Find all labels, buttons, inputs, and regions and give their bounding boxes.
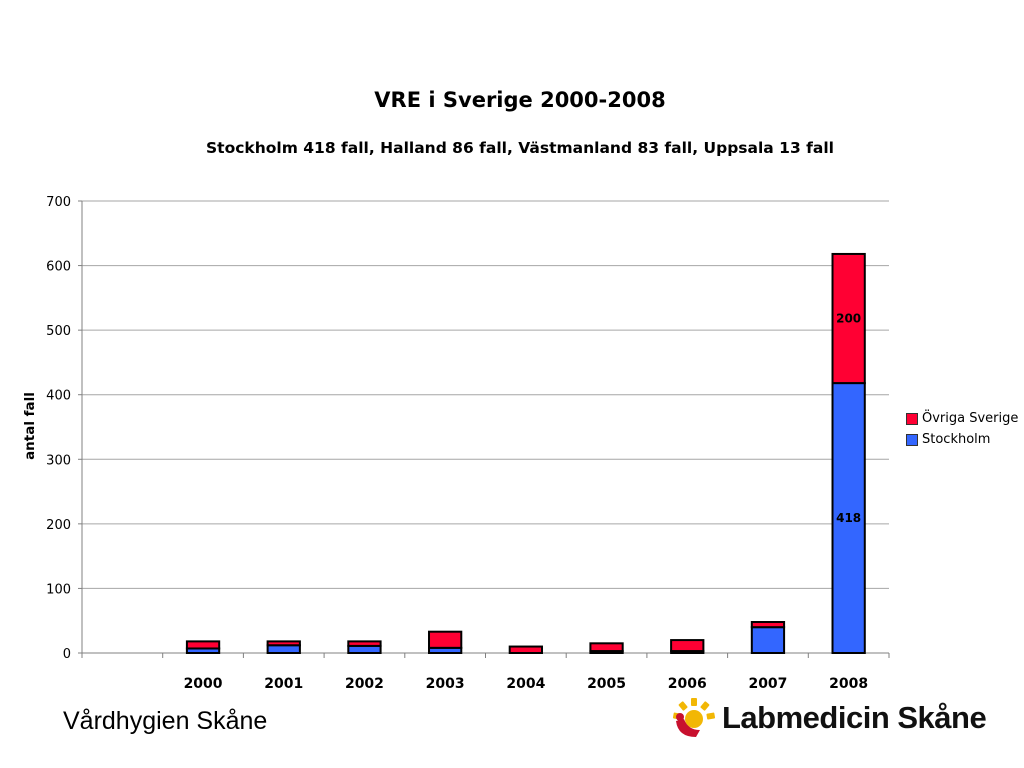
y-tick-label-100: 100 [46,582,71,597]
y-tick-label-500: 500 [46,324,71,339]
bar-ovriga-sverige-2008 [831,252,866,385]
legend-item-stockholm: Stockholm [906,429,1018,450]
legend: Övriga Sverige Stockholm [906,408,1018,450]
x-tick-label-2004: 2004 [506,676,545,692]
legend-swatch-ovriga-sverige [906,412,918,425]
bar-stockholm-2001 [266,644,301,654]
x-tick-label-2000: 2000 [184,676,223,692]
legend-label-stockholm: Stockholm [922,432,991,447]
bar-ovriga-sverige-2000 [185,640,221,650]
y-tick-label-0: 0 [63,647,71,662]
y-tick-label-400: 400 [46,389,71,404]
labmedicin-logo-icon [672,698,716,737]
y-tick-label-600: 600 [46,260,71,275]
bar-stockholm-2002 [347,644,382,655]
x-tick-label-2005: 2005 [587,676,626,692]
legend-item-ovriga-sverige: Övriga Sverige [906,408,1018,429]
bar-ovriga-sverige-2003 [428,630,463,649]
bar-ovriga-sverige-2001 [266,640,301,647]
bar-stockholm-2007 [750,626,786,655]
footer-organization-name: Vårdhygien Skåne [63,707,268,735]
bar-ovriga-sverige-2005 [589,642,624,653]
x-tick-label-2006: 2006 [668,676,707,692]
y-tick-label-300: 300 [46,453,71,468]
logo-text: Labmedicin Skåne [722,700,987,735]
legend-label-ovriga-sverige: Övriga Sverige [922,411,1019,426]
x-tick-label-2008: 2008 [829,676,868,692]
legend-swatch-stockholm [906,433,918,446]
x-tick-label-2003: 2003 [426,676,465,692]
chart-subtitle: Stockholm 418 fall, Halland 86 fall, Väs… [206,139,834,157]
y-tick-label-700: 700 [46,195,71,210]
bar-ovriga-sverige-2006 [670,639,705,653]
bar-stockholm-2008 [831,382,866,654]
x-tick-label-2001: 2001 [264,676,303,692]
x-tick-label-2002: 2002 [345,676,384,692]
data-label-stockholm-2008: 418 [836,511,861,525]
chart-plot-area: 0 100 200 300 400 500 600 700 2000 2001 2002 2003 20… [46,195,890,692]
x-tick-label-2007: 2007 [748,676,787,692]
bar-ovriga-sverige-2007 [750,621,786,629]
data-label-ovriga-sverige-2008: 200 [836,312,861,326]
bar-ovriga-sverige-2004 [508,645,543,654]
chart-title: VRE i Sverige 2000-2008 [374,88,666,112]
bar-ovriga-sverige-2002 [347,640,382,647]
y-tick-label-200: 200 [46,518,71,533]
